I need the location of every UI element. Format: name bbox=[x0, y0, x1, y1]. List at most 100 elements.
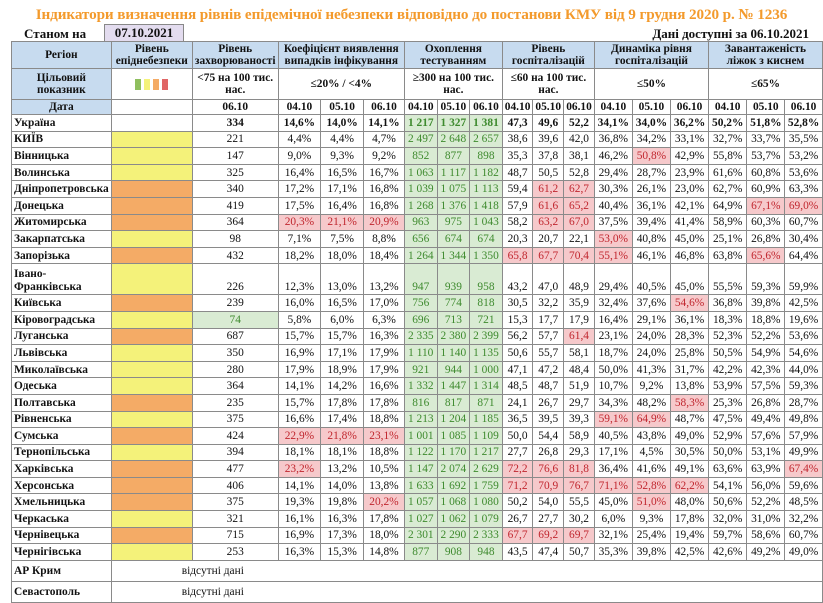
header-epi-level: Рівень епіднебезпеки bbox=[110, 41, 193, 69]
testing-cell: 1 344 bbox=[436, 246, 471, 265]
target-incidence: <75 на 100 тис. нас. bbox=[191, 68, 279, 100]
hosp-dynamics-cell: 64,9% bbox=[631, 410, 672, 429]
testing-cell: 1 204 bbox=[436, 410, 471, 429]
testing-cell: 1 314 bbox=[469, 377, 503, 395]
testing-cell: 1 039 bbox=[403, 180, 438, 198]
oxygen-beds-cell: 65,6% bbox=[746, 246, 786, 265]
positivity-cell: 16,3% bbox=[277, 543, 322, 561]
positivity-cell: 18,9% bbox=[320, 360, 364, 379]
incidence-cell: 350 bbox=[191, 344, 279, 362]
testing-cell: 817 bbox=[436, 393, 471, 412]
positivity-cell: 9,2% bbox=[362, 147, 405, 165]
oxygen-beds-cell: 59,3% bbox=[746, 263, 786, 296]
positivity-cell: 16,3% bbox=[320, 510, 364, 528]
oxygen-beds-cell: 63,8% bbox=[707, 246, 748, 265]
positivity-cell: 15,7% bbox=[277, 327, 322, 346]
oxygen-beds-cell: 52,3% bbox=[707, 327, 748, 346]
testing-cell: 2 074 bbox=[436, 460, 471, 478]
oxygen-beds-cell: 59,7% bbox=[707, 526, 748, 545]
testing-cell: 1 418 bbox=[469, 196, 503, 215]
table-row: Кіровоградська 74 5,8% 6,0% 6,3% 696 713 721 15,… bbox=[11, 310, 823, 329]
hosp-dynamics-cell: 34,1% bbox=[593, 114, 633, 132]
hospitalization-cell: 47,0 bbox=[532, 263, 565, 296]
page-title: Індикатори визначення рівнів епідемічної… bbox=[35, 6, 788, 23]
oxygen-beds-cell: 55,8% bbox=[707, 147, 748, 165]
hosp-dynamics-cell: 32,1% bbox=[593, 526, 633, 545]
testing-cell: 674 bbox=[469, 230, 503, 248]
epi-level-cell bbox=[110, 230, 193, 248]
incidence-cell: 253 bbox=[191, 543, 279, 561]
oxygen-beds-cell: 54,9% bbox=[746, 344, 786, 362]
testing-cell: 975 bbox=[436, 213, 471, 232]
hospitalization-cell: 58,1 bbox=[563, 344, 595, 362]
hospitalization-cell: 15,3 bbox=[501, 310, 534, 329]
hosp-dynamics-cell: 41,3% bbox=[631, 360, 672, 379]
incidence-cell: 419 bbox=[191, 196, 279, 215]
testing-cell: 1 332 bbox=[403, 377, 438, 395]
hospitalization-cell: 65,8 bbox=[501, 246, 534, 265]
oxygen-beds-cell: 18,3% bbox=[707, 310, 748, 329]
table-row: Херсонська 406 14,1% 14,0% 13,8% 1 633 1 692 1 … bbox=[11, 476, 823, 495]
positivity-cell: 19,3% bbox=[277, 493, 322, 512]
testing-cell: 1 001 bbox=[403, 427, 438, 445]
hospitalization-cell: 35,9 bbox=[563, 294, 595, 312]
table-row-missing: АР Крим відсутні дані bbox=[11, 559, 823, 582]
hospitalization-cell: 43,2 bbox=[501, 263, 534, 296]
testing-cell: 1 079 bbox=[469, 510, 503, 528]
incidence-cell: 375 bbox=[191, 493, 279, 512]
testing-cell: 1 057 bbox=[403, 493, 438, 512]
positivity-cell: 6,0% bbox=[320, 310, 364, 329]
testing-cell: 2 335 bbox=[403, 327, 438, 346]
hosp-dynamics-cell: 36,8% bbox=[593, 130, 633, 149]
hosp-dynamics-cell: 48,0% bbox=[670, 493, 709, 512]
hospitalization-cell: 27,7 bbox=[501, 443, 534, 462]
positivity-cell: 7,1% bbox=[277, 230, 322, 248]
positivity-cell: 16,3% bbox=[362, 327, 405, 346]
positivity-cell: 13,2% bbox=[320, 460, 364, 478]
testing-cell: 816 bbox=[403, 393, 438, 412]
region-name: Київська bbox=[11, 294, 112, 312]
oxygen-beds-cell: 48,5% bbox=[784, 493, 823, 512]
hospitalization-cell: 39,5 bbox=[532, 410, 565, 429]
positivity-cell: 15,7% bbox=[277, 393, 322, 412]
hospitalization-cell: 42,0 bbox=[563, 130, 595, 149]
positivity-cell: 8,8% bbox=[362, 230, 405, 248]
positivity-cell: 16,4% bbox=[320, 196, 364, 215]
testing-cell: 2 290 bbox=[436, 526, 471, 545]
epi-level-cell bbox=[110, 327, 193, 346]
table-row: Вінницька 147 9,0% 9,3% 9,2% 852 877 898 35,3 37,… bbox=[11, 147, 823, 165]
testing-cell: 1 085 bbox=[436, 427, 471, 445]
hospitalization-cell: 54,4 bbox=[532, 427, 565, 445]
target-label: Цільовий показник bbox=[11, 68, 112, 100]
epi-level-cell bbox=[110, 344, 193, 362]
hospitalization-cell: 17,9 bbox=[563, 310, 595, 329]
hosp-dynamics-cell: 62,2% bbox=[670, 476, 709, 495]
oxygen-beds-cell: 53,6% bbox=[784, 163, 823, 182]
testing-cell: 1 376 bbox=[436, 196, 471, 215]
table-row-ukraine: Україна 334 14,6% 14,0% 14,1% 1 217 1 327 1 381… bbox=[11, 114, 823, 132]
oxygen-beds-cell: 60,3% bbox=[746, 213, 786, 232]
hospitalization-cell: 55,7 bbox=[532, 344, 565, 362]
testing-cell: 1 000 bbox=[469, 360, 503, 379]
region-name: КИЇВ bbox=[11, 130, 112, 149]
oxygen-beds-cell: 42,5% bbox=[784, 294, 823, 312]
hosp-dynamics-cell: 43,8% bbox=[631, 427, 672, 445]
region-name: Одеська bbox=[11, 377, 112, 395]
region-name: Чернігівська bbox=[11, 543, 112, 561]
hosp-dynamics-cell: 45,0% bbox=[670, 263, 709, 296]
region-name: Рівненська bbox=[11, 410, 112, 429]
hospitalization-cell: 81,8 bbox=[563, 460, 595, 478]
hospitalization-cell: 52,8 bbox=[563, 163, 595, 182]
oxygen-beds-cell: 62,7% bbox=[707, 180, 748, 198]
epi-level-cell bbox=[110, 213, 193, 232]
data-available-date: Дані доступні за 06.10.2021 bbox=[652, 26, 809, 41]
date-beds-3: 06.10 bbox=[784, 99, 823, 115]
positivity-cell: 18,0% bbox=[320, 246, 364, 265]
incidence-cell: 406 bbox=[191, 476, 279, 495]
oxygen-beds-cell: 42,6% bbox=[707, 543, 748, 561]
hosp-dynamics-cell: 36,4% bbox=[593, 460, 633, 478]
testing-cell: 2 399 bbox=[469, 327, 503, 346]
hospitalization-cell: 37,8 bbox=[532, 147, 565, 165]
hosp-dynamics-cell: 32,4% bbox=[593, 294, 633, 312]
positivity-cell: 16,1% bbox=[277, 510, 322, 528]
